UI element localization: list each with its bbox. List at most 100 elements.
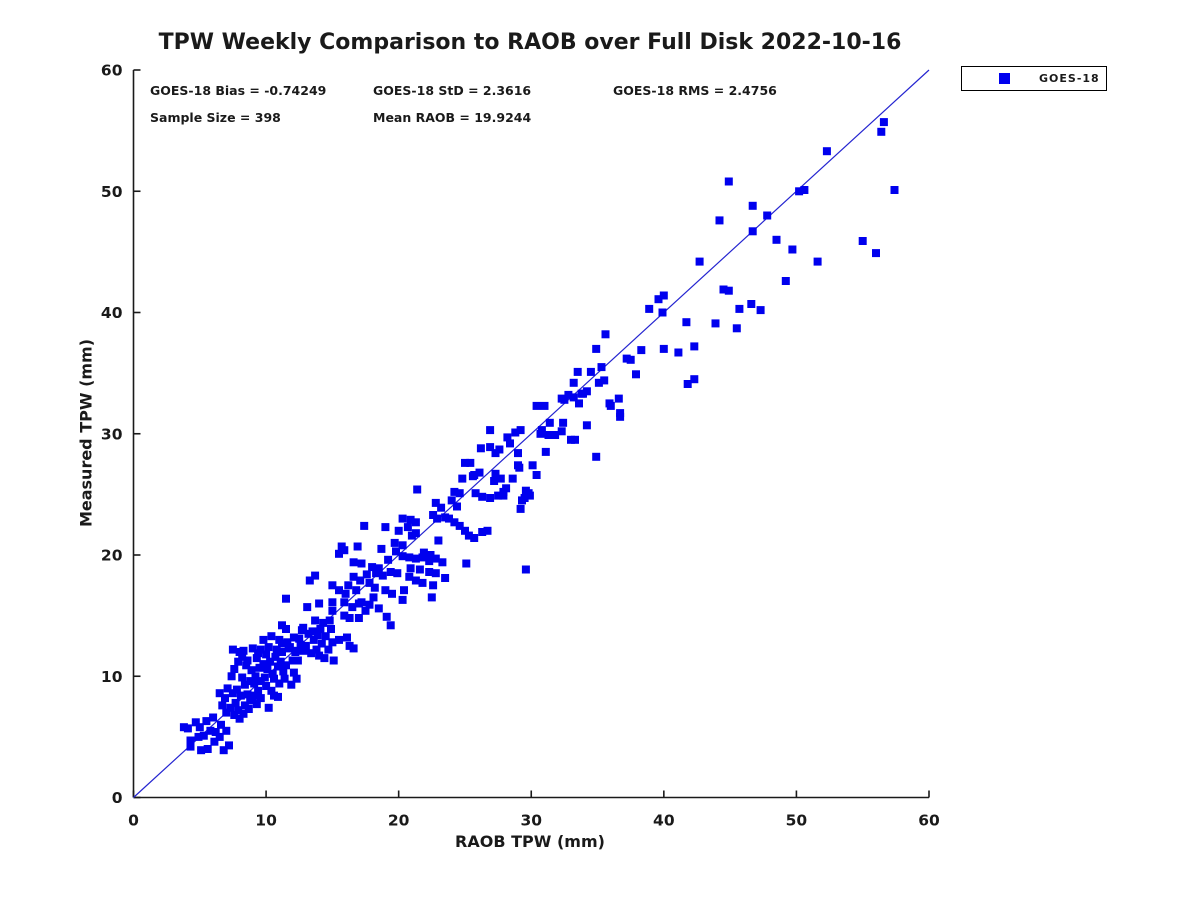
data-point — [328, 638, 337, 647]
svg-text:10: 10 — [255, 812, 277, 830]
data-point — [321, 632, 330, 641]
data-point — [252, 700, 261, 709]
svg-text:40: 40 — [101, 304, 123, 322]
data-point — [311, 616, 320, 625]
data-point — [715, 216, 724, 225]
data-point — [381, 586, 390, 595]
data-point — [405, 553, 414, 562]
data-point — [299, 623, 308, 632]
data-point — [571, 435, 579, 444]
data-point — [788, 245, 797, 254]
data-point — [532, 401, 541, 410]
data-point — [317, 639, 326, 648]
data-point — [308, 627, 317, 636]
data-point — [242, 661, 251, 670]
data-point — [250, 679, 259, 688]
data-point — [398, 541, 407, 550]
data-point — [560, 395, 569, 404]
data-point — [276, 657, 285, 666]
data-point — [506, 439, 514, 448]
data-point — [427, 593, 436, 602]
data-point — [287, 680, 296, 689]
data-point — [415, 565, 424, 574]
stat-rms: GOES-18 RMS = 2.4756 — [613, 83, 777, 98]
data-point — [370, 583, 379, 592]
data-point — [356, 576, 365, 585]
data-point — [478, 528, 487, 536]
data-point — [781, 277, 790, 285]
data-point — [431, 569, 440, 578]
data-point — [272, 645, 281, 654]
data-point — [398, 595, 407, 604]
data-point — [234, 706, 243, 715]
data-point — [724, 177, 733, 186]
data-point — [210, 737, 219, 746]
data-point — [515, 463, 524, 472]
data-point — [313, 631, 322, 639]
data-point — [239, 646, 248, 655]
data-point — [450, 518, 459, 527]
data-point — [614, 394, 623, 403]
data-point — [311, 571, 320, 580]
data-point — [315, 651, 324, 660]
data-point — [354, 614, 363, 622]
data-point — [491, 469, 500, 478]
data-point — [532, 471, 541, 479]
data-point — [329, 656, 338, 665]
data-point — [433, 514, 442, 523]
data-point — [386, 568, 395, 576]
data-point — [418, 553, 427, 562]
data-point — [495, 445, 504, 454]
data-point — [748, 227, 757, 236]
data-point — [582, 387, 591, 396]
data-point — [239, 709, 248, 718]
data-point — [340, 598, 349, 607]
data-point — [289, 668, 298, 677]
data-point — [606, 401, 615, 410]
data-point — [431, 498, 440, 507]
data-point — [637, 346, 646, 355]
data-point — [199, 731, 208, 740]
data-point — [365, 578, 374, 587]
data-point — [470, 471, 479, 479]
data-point — [632, 370, 640, 379]
data-point — [795, 187, 804, 196]
data-point — [551, 431, 560, 439]
data-point — [431, 554, 440, 563]
data-point — [202, 717, 211, 726]
data-point — [438, 558, 447, 567]
data-point — [215, 732, 224, 741]
data-point — [441, 574, 450, 582]
data-point — [348, 603, 357, 612]
data-point — [569, 393, 578, 402]
legend-label-goes18: GOES-18 — [1039, 72, 1100, 85]
data-point — [453, 502, 461, 511]
data-point — [231, 698, 240, 707]
data-point — [690, 342, 699, 351]
data-point — [374, 564, 383, 573]
data-point — [503, 433, 512, 442]
data-point — [211, 728, 220, 736]
data-point — [264, 643, 273, 652]
data-point — [335, 586, 343, 595]
data-point — [288, 656, 297, 665]
data-point — [600, 376, 609, 385]
data-point — [425, 568, 434, 576]
data-point — [360, 521, 369, 530]
data-point — [279, 667, 288, 676]
y-axis-label: Measured TPW (mm) — [76, 338, 96, 528]
legend: GOES-18 — [961, 66, 1107, 91]
data-point — [260, 673, 269, 682]
data-point — [340, 611, 349, 620]
data-point — [813, 257, 822, 266]
data-point — [194, 732, 203, 741]
data-point — [274, 692, 282, 701]
data-point — [486, 443, 495, 452]
data-point — [254, 686, 263, 695]
svg-text:20: 20 — [101, 547, 123, 565]
data-point — [227, 672, 236, 681]
data-point — [520, 494, 529, 502]
data-point — [230, 711, 239, 719]
